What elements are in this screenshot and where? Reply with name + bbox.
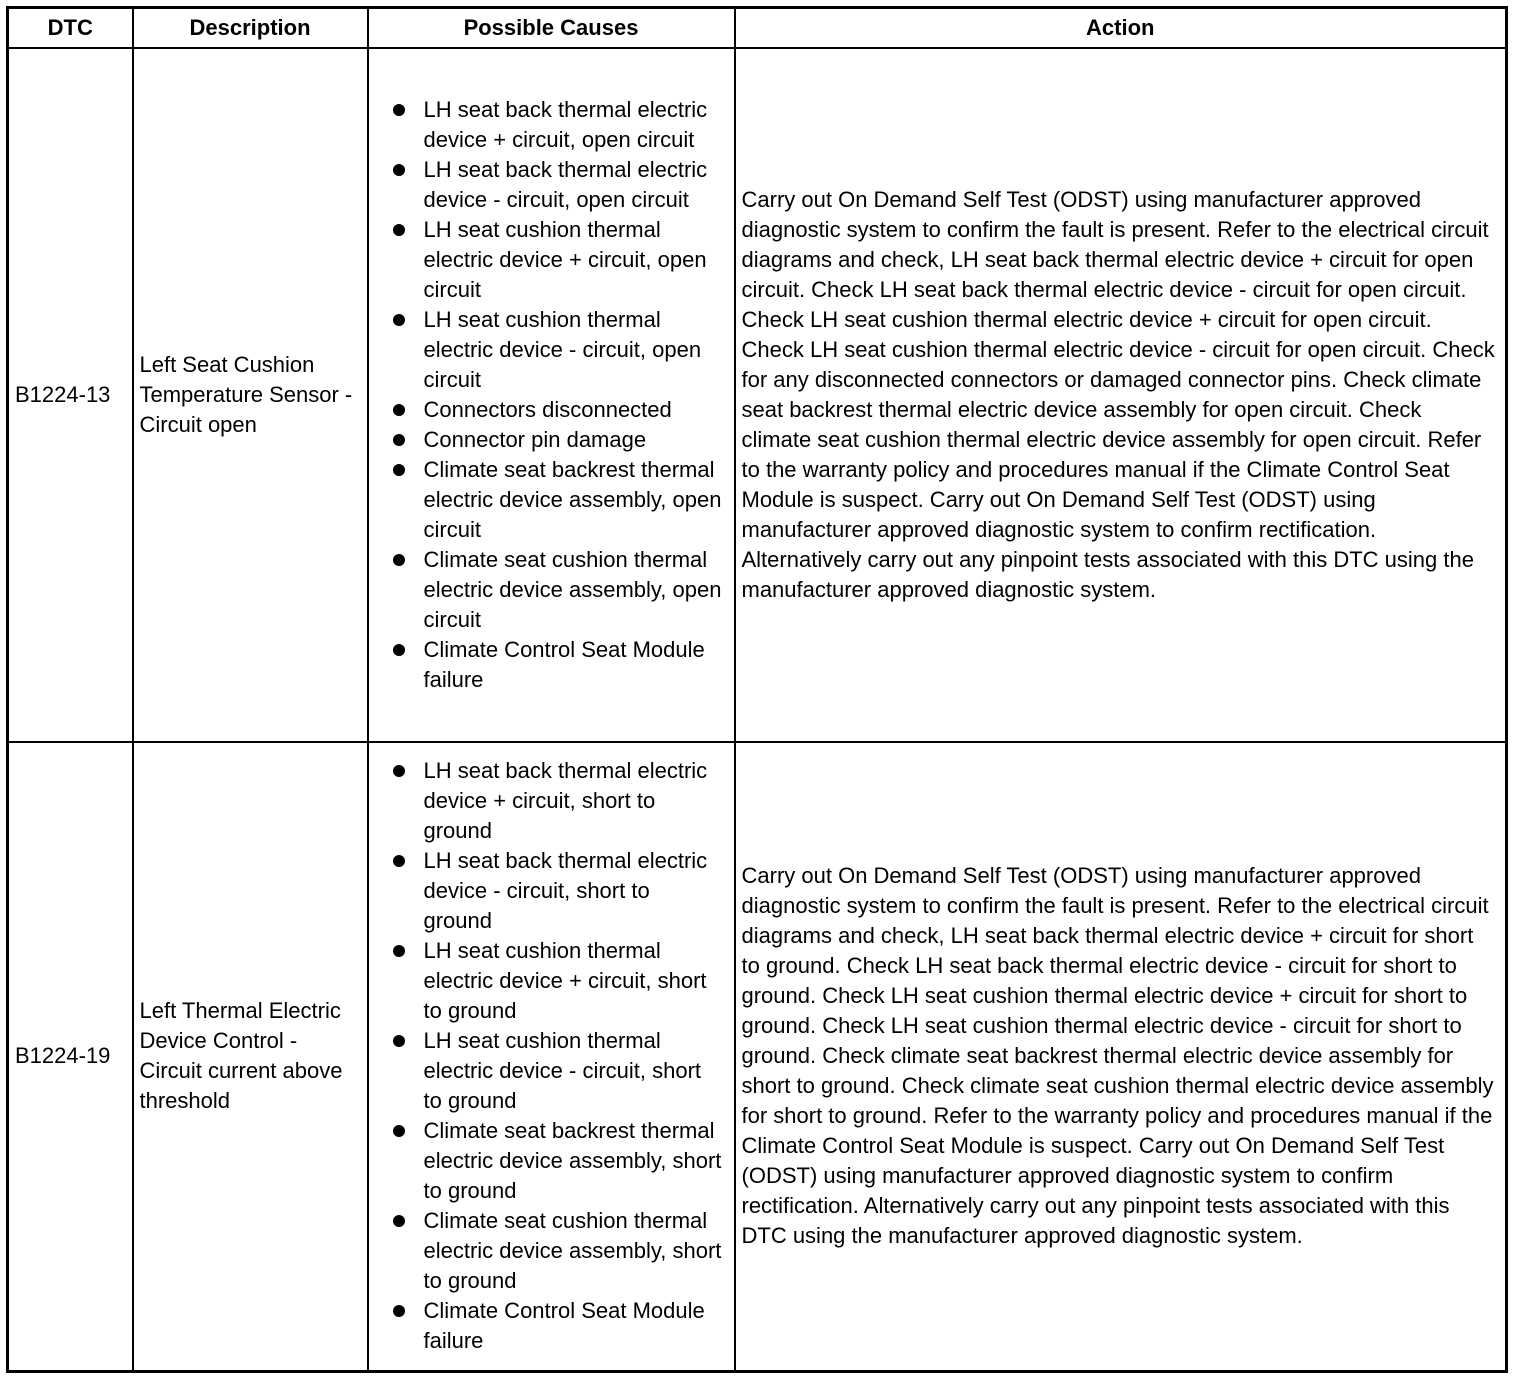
header-possible-causes: Possible Causes <box>366 6 736 49</box>
dtc-description: Left Thermal Electric Device Control - C… <box>131 740 369 1373</box>
causes-list: LH seat back thermal electric device + c… <box>375 756 724 1356</box>
cause-item: LH seat back thermal electric device - c… <box>392 155 724 215</box>
table-row: B1224-13 Left Seat Cushion Temperature S… <box>6 47 1508 743</box>
action-text: Carry out On Demand Self Test (ODST) usi… <box>733 47 1508 743</box>
dtc-table: DTC Description Possible Causes Action B… <box>6 6 1508 1373</box>
cause-item: LH seat cushion thermal electric device … <box>392 215 724 305</box>
cause-item: Connectors disconnected <box>392 395 724 425</box>
cause-item: LH seat cushion thermal electric device … <box>392 1026 724 1116</box>
header-dtc: DTC <box>6 6 134 49</box>
action-text: Carry out On Demand Self Test (ODST) usi… <box>733 740 1508 1373</box>
table-row: B1224-19 Left Thermal Electric Device Co… <box>6 740 1508 1373</box>
header-action: Action <box>733 6 1508 49</box>
cause-item: Climate seat backrest thermal electric d… <box>392 455 724 545</box>
cause-item: LH seat cushion thermal electric device … <box>392 305 724 395</box>
cause-item: Climate Control Seat Module failure <box>392 1296 724 1356</box>
possible-causes: LH seat back thermal electric device + c… <box>366 47 736 743</box>
dtc-code: B1224-13 <box>6 47 134 743</box>
cause-item: Climate seat cushion thermal electric de… <box>392 545 724 635</box>
cause-item: Climate seat cushion thermal electric de… <box>392 1206 724 1296</box>
cause-item: Connector pin damage <box>392 425 724 455</box>
cause-item: LH seat back thermal electric device - c… <box>392 846 724 936</box>
cause-item: LH seat cushion thermal electric device … <box>392 936 724 1026</box>
possible-causes: LH seat back thermal electric device + c… <box>366 740 736 1373</box>
cause-item: Climate Control Seat Module failure <box>392 635 724 695</box>
cause-item: LH seat back thermal electric device + c… <box>392 95 724 155</box>
header-description: Description <box>131 6 369 49</box>
header-row: DTC Description Possible Causes Action <box>6 6 1508 49</box>
cause-item: LH seat back thermal electric device + c… <box>392 756 724 846</box>
causes-list: LH seat back thermal electric device + c… <box>375 95 724 695</box>
dtc-description: Left Seat Cushion Temperature Sensor - C… <box>131 47 369 743</box>
cause-item: Climate seat backrest thermal electric d… <box>392 1116 724 1206</box>
dtc-code: B1224-19 <box>6 740 134 1373</box>
